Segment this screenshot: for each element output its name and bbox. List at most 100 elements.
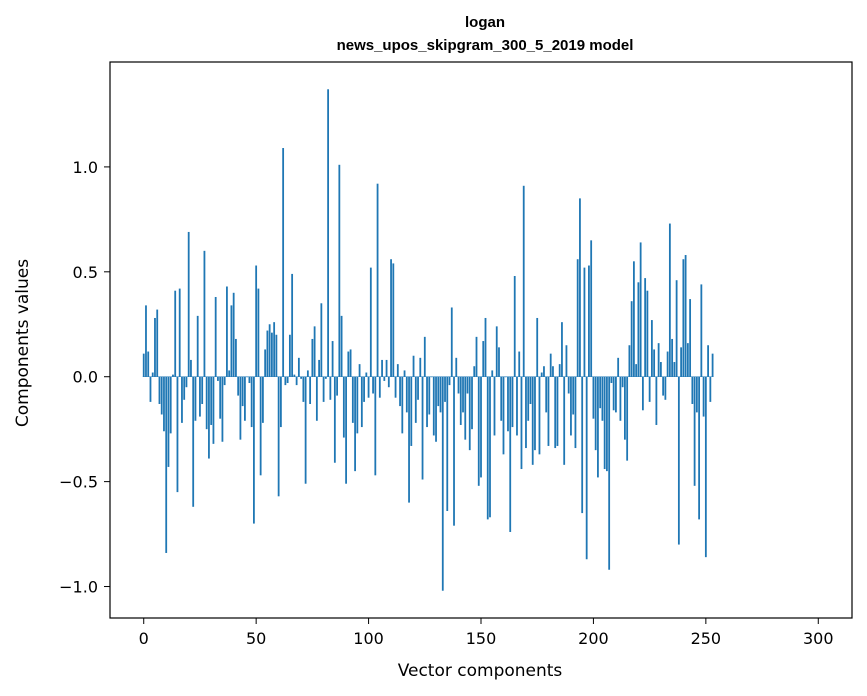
bar-209 <box>612 376 615 411</box>
bar-65 <box>288 334 291 377</box>
y-tick-label: 0.0 <box>73 368 98 387</box>
bar-233 <box>666 351 669 377</box>
x-tick-label: 50 <box>246 629 266 648</box>
bar-145 <box>468 376 471 451</box>
bar-19 <box>185 376 188 388</box>
bar-56 <box>268 324 271 377</box>
bar-136 <box>448 376 451 386</box>
bar-84 <box>331 341 334 377</box>
bar-242 <box>686 343 689 377</box>
bar-13 <box>172 374 174 377</box>
x-tick-label: 250 <box>691 629 722 648</box>
bar-137 <box>450 307 453 377</box>
bar-122 <box>417 376 419 400</box>
bar-90 <box>345 376 347 484</box>
bar-16 <box>178 288 181 377</box>
bar-95 <box>356 376 359 434</box>
bar-92 <box>349 349 352 377</box>
bar-207 <box>608 376 611 570</box>
bar-25 <box>199 376 201 417</box>
bar-107 <box>383 376 386 381</box>
bar-73 <box>306 370 309 377</box>
bar-171 <box>527 376 530 421</box>
bar-219 <box>635 364 638 377</box>
bar-184 <box>556 376 559 446</box>
bar-51 <box>257 288 260 377</box>
bar-121 <box>414 376 417 423</box>
bar-142 <box>462 376 464 413</box>
bar-157 <box>495 326 498 377</box>
bar-42 <box>237 376 240 396</box>
bar-15 <box>176 376 179 493</box>
bar-174 <box>534 376 536 451</box>
bar-61 <box>279 376 282 428</box>
bar-179 <box>545 376 548 413</box>
bar-135 <box>446 376 449 511</box>
bar-53 <box>261 376 264 423</box>
bar-226 <box>650 320 653 377</box>
y-axis-label: Components values <box>13 259 33 427</box>
bar-228 <box>655 376 658 425</box>
bar-225 <box>648 376 651 402</box>
x-tick-label: 200 <box>578 629 609 648</box>
bar-212 <box>619 376 622 421</box>
bar-195 <box>581 376 584 514</box>
bar-222 <box>641 376 644 411</box>
bar-26 <box>201 376 204 404</box>
bar-76 <box>313 326 316 377</box>
bar-14 <box>174 290 177 377</box>
bar-17 <box>181 376 183 423</box>
bar-40 <box>232 292 235 377</box>
bar-173 <box>531 376 534 465</box>
bar-12 <box>169 376 172 434</box>
bar-183 <box>554 376 557 449</box>
bar-38 <box>228 370 231 377</box>
x-tick-label: 300 <box>803 629 834 648</box>
bar-182 <box>552 366 554 377</box>
bar-23 <box>194 376 197 421</box>
bar-30 <box>210 376 213 425</box>
bar-66 <box>291 273 294 377</box>
bar-116 <box>403 370 406 377</box>
bar-98 <box>363 376 365 402</box>
bar-114 <box>399 376 401 407</box>
bar-81 <box>324 376 327 379</box>
bar-230 <box>659 362 662 377</box>
bar-199 <box>590 240 593 377</box>
bar-140 <box>457 376 460 394</box>
bar-169 <box>522 185 525 377</box>
bar-234 <box>668 223 671 377</box>
bar-250 <box>704 376 707 558</box>
bar-149 <box>477 376 480 486</box>
bar-180 <box>547 376 550 446</box>
bar-211 <box>617 357 620 377</box>
bar-154 <box>489 376 491 518</box>
bar-218 <box>632 261 635 377</box>
bar-193 <box>576 259 579 377</box>
bar-131 <box>437 376 440 407</box>
bar-138 <box>453 376 455 526</box>
bar-32 <box>214 296 217 377</box>
bar-68 <box>295 376 298 386</box>
bar-78 <box>318 359 321 377</box>
bar-253 <box>711 353 714 377</box>
bar-223 <box>644 278 647 377</box>
bar-163 <box>509 376 512 532</box>
bar-74 <box>309 376 312 404</box>
bar-10 <box>165 376 168 553</box>
bar-105 <box>378 376 381 398</box>
bar-22 <box>192 376 195 507</box>
bar-139 <box>455 357 458 377</box>
bar-124 <box>421 376 424 480</box>
bar-0 <box>142 353 145 377</box>
bar-196 <box>583 267 586 377</box>
bars-group <box>142 89 714 591</box>
bar-134 <box>444 376 446 402</box>
bar-9 <box>163 376 165 432</box>
bar-167 <box>518 351 521 377</box>
bar-150 <box>480 376 482 478</box>
bar-162 <box>507 376 509 432</box>
bar-110 <box>390 259 392 377</box>
bar-21 <box>190 359 192 377</box>
bar-148 <box>475 336 478 377</box>
